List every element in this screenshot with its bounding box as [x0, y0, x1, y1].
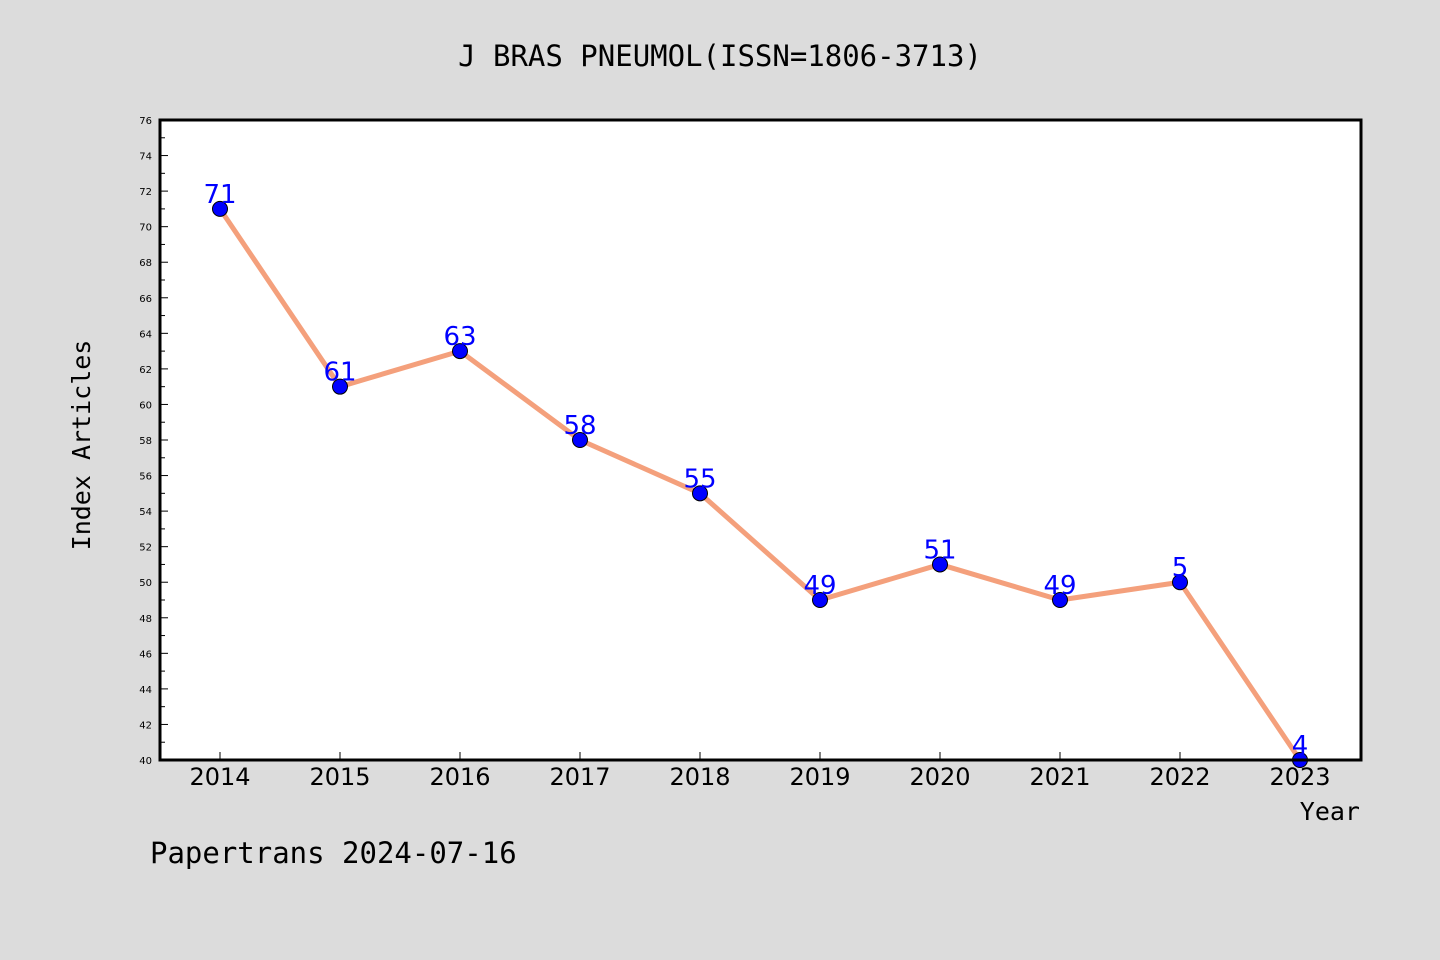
- x-axis-label: Year: [1300, 797, 1360, 826]
- x-tick-label: 2017: [549, 763, 610, 791]
- data-point: [572, 432, 588, 448]
- y-tick-label: 54: [139, 507, 152, 518]
- y-tick-label: 58: [139, 436, 152, 447]
- data-point: [1172, 574, 1188, 591]
- data-label: 71: [203, 180, 236, 210]
- y-tick-label: 72: [139, 187, 152, 198]
- y-axis-label: Index Articles: [67, 340, 96, 551]
- y-tick-label: 56: [139, 472, 152, 483]
- y-tick-label: 42: [139, 720, 152, 731]
- data-point: [812, 592, 828, 608]
- x-tick-label: 2019: [789, 763, 850, 791]
- data-point: [692, 485, 708, 502]
- y-tick-label: 70: [139, 223, 152, 234]
- data-label: 63: [443, 322, 476, 352]
- series-line: [217, 206, 1303, 763]
- series-layer: 71 61 63 58 55 49 51 49 5 4: [203, 180, 1308, 768]
- data-label: 55: [683, 464, 716, 494]
- data-point: [452, 343, 468, 360]
- y-tick-label: 50: [139, 578, 152, 589]
- plot-frame: [158, 118, 1363, 762]
- x-tick-label: 2014: [189, 763, 250, 791]
- x-tick-label: 2022: [1149, 763, 1210, 791]
- x-tick-label: 2020: [909, 763, 970, 791]
- y-tick-label: 76: [139, 116, 152, 127]
- x-tick-label: 2016: [429, 763, 490, 791]
- y-tick-label: 40: [139, 756, 152, 767]
- y-tick-label: 64: [139, 329, 152, 340]
- y-tick-label: 60: [139, 400, 152, 411]
- x-tick-label: 2021: [1029, 763, 1090, 791]
- y-tick-label: 44: [139, 685, 152, 696]
- data-label: 51: [923, 535, 956, 565]
- x-axis-ticks: 2014 2015 2016 2017 2018 2019 2020 2021 2022 2023: [189, 752, 1331, 791]
- data-label: 61: [323, 358, 356, 388]
- y-tick-label: 74: [139, 152, 152, 163]
- x-tick-label: 2018: [669, 763, 730, 791]
- y-tick-label: 46: [139, 649, 152, 660]
- data-label: 49: [1043, 571, 1076, 601]
- data-label: 5: [1172, 553, 1189, 583]
- y-tick-label: 68: [139, 258, 152, 269]
- footer-text: Papertrans 2024-07-16: [150, 836, 517, 870]
- y-tick-label: 52: [139, 543, 152, 554]
- data-label: 4: [1292, 731, 1309, 761]
- data-label: 49: [803, 571, 836, 601]
- data-label: 58: [563, 411, 596, 441]
- data-point: [212, 200, 228, 217]
- data-point: [932, 556, 948, 573]
- x-tick-label: 2015: [309, 763, 370, 791]
- y-tick-label: 48: [139, 614, 152, 625]
- y-tick-label: 62: [139, 365, 152, 376]
- y-tick-label: 66: [139, 294, 152, 305]
- chart-title: J BRAS PNEUMOL(ISSN=1806-3713): [458, 39, 982, 73]
- data-point: [332, 378, 348, 395]
- data-point: [1052, 592, 1068, 608]
- plot-area: [160, 120, 1361, 760]
